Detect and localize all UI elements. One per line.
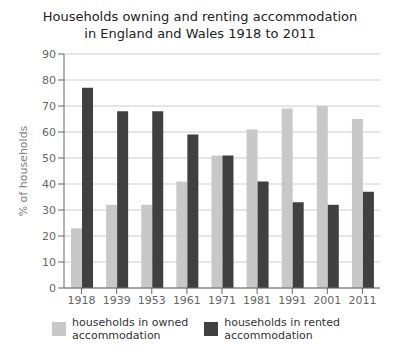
- svg-text:2001: 2001: [313, 294, 341, 307]
- svg-text:1991: 1991: [278, 294, 306, 307]
- svg-text:% of households: % of households: [17, 125, 30, 216]
- svg-text:40: 40: [42, 178, 56, 191]
- html-text:Households owning and renting: Households owning and renting accommodat…: [42, 9, 358, 41]
- svg-text:1971: 1971: [208, 294, 236, 307]
- svg-text:60: 60: [42, 126, 56, 139]
- svg-text:50: 50: [42, 152, 56, 165]
- svg-text:80: 80: [42, 74, 56, 87]
- svg-text:70: 70: [42, 100, 56, 113]
- html-text:households in rented accommoda: households in rented accommodation: [224, 316, 340, 342]
- svg-text:20: 20: [42, 230, 56, 243]
- svg-text:0: 0: [49, 282, 56, 295]
- svg-text:90: 90: [42, 48, 56, 61]
- svg-text:1961: 1961: [173, 294, 201, 307]
- svg-text:1981: 1981: [243, 294, 271, 307]
- svg-text:10: 10: [42, 256, 56, 269]
- svg-text:2011: 2011: [348, 294, 376, 307]
- svg-text:1939: 1939: [103, 294, 131, 307]
- svg-text:30: 30: [42, 204, 56, 217]
- html-text:households in owned accommodat: households in owned accommodation: [72, 316, 189, 342]
- svg-text:1918: 1918: [68, 294, 96, 307]
- svg-text:1953: 1953: [138, 294, 166, 307]
